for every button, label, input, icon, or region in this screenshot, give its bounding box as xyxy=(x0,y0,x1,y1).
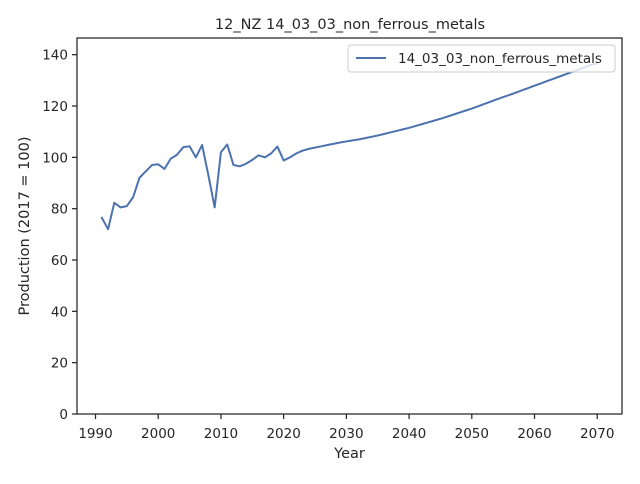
x-tick-label: 2010 xyxy=(204,426,238,442)
y-axis-label: Production (2017 = 100) xyxy=(17,136,33,315)
x-tick-label: 2020 xyxy=(266,426,300,442)
series-layer xyxy=(100,62,599,231)
y-tick-label: 140 xyxy=(42,48,68,64)
x-tick-label: 1990 xyxy=(78,426,112,442)
y-tick-label: 20 xyxy=(51,356,68,372)
y-tick-label: 40 xyxy=(51,304,68,320)
x-tick-label: 2040 xyxy=(392,426,426,442)
y-tick-label: 0 xyxy=(59,407,68,423)
x-tick-label: 2000 xyxy=(141,426,175,442)
x-tick-label: 2050 xyxy=(455,426,489,442)
x-axis-ticks: 1990 2000 2010 2020 2030 2040 2050 2060 2070 xyxy=(78,414,614,442)
y-axis-ticks: 0 20 40 60 80 100 120 140 xyxy=(42,48,77,423)
y-tick-label: 80 xyxy=(51,202,68,218)
y-tick-label: 100 xyxy=(42,150,68,166)
legend-label: 14_03_03_non_ferrous_metals xyxy=(398,51,602,67)
plot-frame xyxy=(76,37,623,415)
x-axis-label: Year xyxy=(333,446,365,462)
series-line xyxy=(100,62,599,231)
x-tick-label: 2060 xyxy=(517,426,551,442)
legend-box xyxy=(347,44,616,73)
legend: 14_03_03_non_ferrous_metals xyxy=(347,44,616,73)
chart-title: 12_NZ 14_03_03_non_ferrous_metals xyxy=(215,17,485,33)
x-tick-label: 2070 xyxy=(580,426,614,442)
y-tick-label: 120 xyxy=(42,99,68,115)
x-tick-label: 2030 xyxy=(329,426,363,442)
y-tick-label: 60 xyxy=(51,253,68,269)
